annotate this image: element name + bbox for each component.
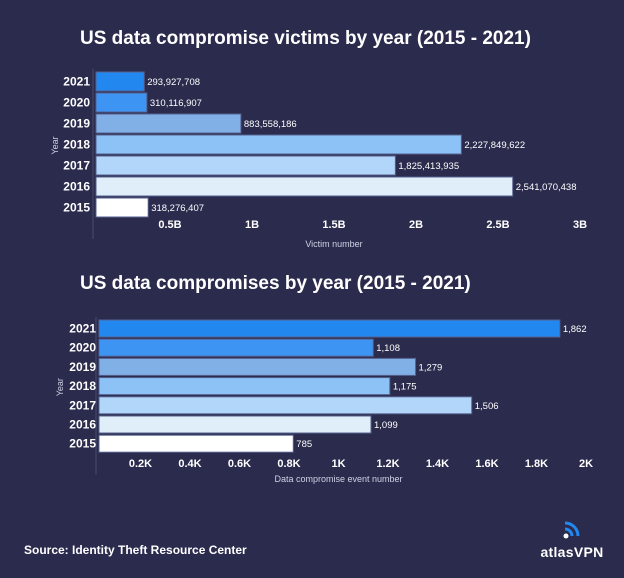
data-label: 2,541,070,438 [516, 182, 577, 193]
x-tick-label: 1.4K [426, 458, 449, 470]
data-label: 1,099 [374, 420, 398, 431]
bar-2020 [98, 338, 374, 357]
data-label: 1,108 [376, 343, 400, 354]
data-label: 293,927,708 [147, 77, 200, 88]
bar-2017 [98, 396, 473, 415]
x-tick-label: 0.6K [228, 458, 251, 470]
data-label: 1,506 [475, 401, 499, 412]
x-tick-label: 3B [573, 219, 587, 231]
year-label: 2019 [69, 360, 96, 374]
x-axis-title: Victim number [305, 239, 362, 249]
brand-name: atlasVPN [540, 544, 604, 560]
bar-2021 [98, 319, 561, 338]
x-tick-label: 0.2K [129, 458, 152, 470]
year-label: 2020 [63, 96, 90, 110]
data-label: 318,276,407 [151, 203, 204, 214]
bar-2018 [95, 134, 462, 155]
bar-2015 [98, 434, 294, 453]
year-label: 2017 [69, 398, 96, 412]
data-label: 883,558,186 [244, 119, 297, 130]
data-label: 1,279 [419, 362, 443, 373]
x-tick-label: 1.6K [475, 458, 498, 470]
data-label: 2,227,849,622 [464, 140, 525, 151]
data-label: 785 [296, 439, 312, 450]
x-tick-label: 1.5B [322, 219, 345, 231]
bar-2019 [98, 357, 417, 376]
y-axis-title: Year [55, 378, 65, 396]
year-label: 2018 [63, 138, 90, 152]
atlasvpn-logo: atlasVPN [540, 520, 604, 560]
year-label: 2019 [63, 117, 90, 131]
bar-2017 [95, 155, 396, 176]
x-tick-label: 0.5B [158, 219, 181, 231]
y-axis-title: Year [50, 136, 60, 154]
data-label: 310,116,907 [150, 98, 202, 109]
x-tick-label: 0.8K [277, 458, 300, 470]
x-tick-label: 2K [579, 458, 593, 470]
year-label: 2018 [69, 379, 96, 393]
chart1-title: US data compromise victims by year (2015… [80, 28, 531, 49]
year-label: 2016 [69, 418, 96, 432]
x-tick-label: 2B [409, 219, 423, 231]
signal-icon [563, 521, 580, 539]
x-tick-label: 1B [245, 219, 259, 231]
bar-2016 [95, 176, 514, 197]
source-note: Source: Identity Theft Resource Center [24, 543, 247, 557]
bar-2018 [98, 377, 391, 396]
year-label: 2015 [69, 437, 96, 451]
data-label: 1,825,413,935 [398, 161, 459, 172]
year-label: 2016 [63, 180, 90, 194]
year-label: 2020 [69, 341, 96, 355]
bar-2015 [95, 197, 149, 218]
chart2-title: US data compromises by year (2015 - 2021… [80, 273, 471, 294]
bar-2021 [95, 71, 145, 92]
bar-2020 [95, 92, 148, 113]
x-tick-label: 1.2K [376, 458, 399, 470]
data-label: 1,862 [563, 324, 587, 335]
x-tick-label: 0.4K [178, 458, 201, 470]
year-label: 2017 [63, 159, 90, 173]
data-label: 1,175 [393, 382, 417, 393]
x-tick-label: 1K [331, 458, 345, 470]
year-label: 2021 [69, 322, 96, 336]
bar-2019 [95, 113, 242, 134]
x-axis-title: Data compromise event number [274, 474, 402, 484]
year-label: 2015 [63, 201, 90, 215]
bar-2016 [98, 415, 372, 434]
x-tick-label: 2.5B [486, 219, 509, 231]
x-tick-label: 1.8K [525, 458, 548, 470]
year-label: 2021 [63, 75, 90, 89]
